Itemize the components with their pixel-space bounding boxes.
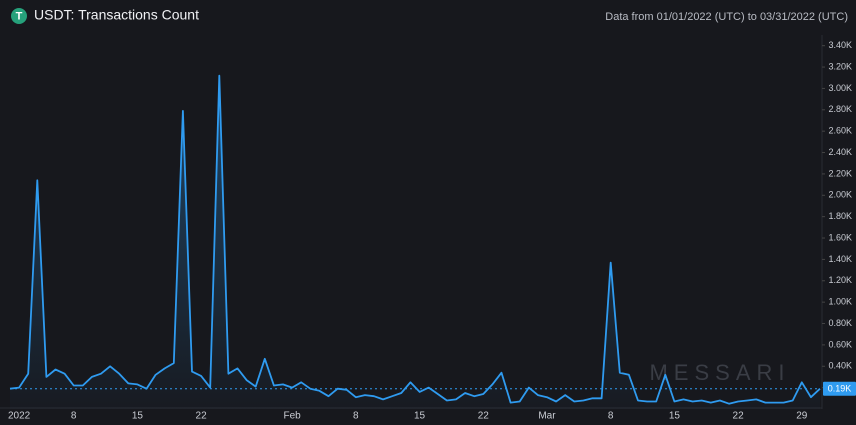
line — [9, 74, 821, 405]
y-tick-label: 2.60K — [828, 126, 852, 136]
x-tick-label: 8 — [608, 411, 614, 422]
y-tick-label: 0.40K — [828, 361, 852, 371]
x-tick-label: 15 — [669, 411, 681, 422]
y-tick-label: 2.40K — [828, 147, 852, 157]
x-tick-label: Mar — [538, 411, 556, 422]
y-tick-label: 2.80K — [828, 104, 852, 114]
x-tick-label: 15 — [414, 411, 426, 422]
x-tick-label: 8 — [353, 411, 359, 422]
y-tick-label: 1.40K — [828, 254, 852, 264]
y-tick-label: 3.00K — [828, 83, 852, 93]
y-tick-label: 3.40K — [828, 40, 852, 50]
y-tick-label: 1.20K — [828, 275, 852, 285]
x-tick-label: Feb — [284, 411, 302, 422]
y-tick-label: 1.60K — [828, 232, 852, 242]
y-tick-label: 0.80K — [828, 318, 852, 328]
current-value-label: 0.19K — [828, 384, 852, 394]
y-tick-label: 0.60K — [828, 339, 852, 349]
y-tick-label: 1.80K — [828, 211, 852, 221]
x-tick-label: 29 — [796, 411, 808, 422]
y-tick-label: 1.00K — [828, 297, 852, 307]
x-tick-label: 8 — [71, 411, 77, 422]
token-icon — [11, 8, 27, 24]
chart-title: USDT: Transactions Count — [34, 7, 199, 23]
watermark: MESSARI — [649, 360, 790, 385]
y-tick-label: 2.20K — [828, 168, 852, 178]
token-icon-label: T — [16, 10, 23, 22]
x-tick-label: 15 — [132, 411, 144, 422]
x-tick-label: 22 — [733, 411, 745, 422]
x-tick-label: 22 — [478, 411, 490, 422]
x-tick-label: 22 — [196, 411, 208, 422]
y-tick-label: 2.00K — [828, 190, 852, 200]
x-tick-label: 2022 — [8, 411, 31, 422]
y-tick-label: 3.20K — [828, 61, 852, 71]
current-value-badge — [823, 381, 856, 396]
chart-subtitle: Data from 01/01/2022 (UTC) to 03/31/2022… — [605, 11, 848, 23]
